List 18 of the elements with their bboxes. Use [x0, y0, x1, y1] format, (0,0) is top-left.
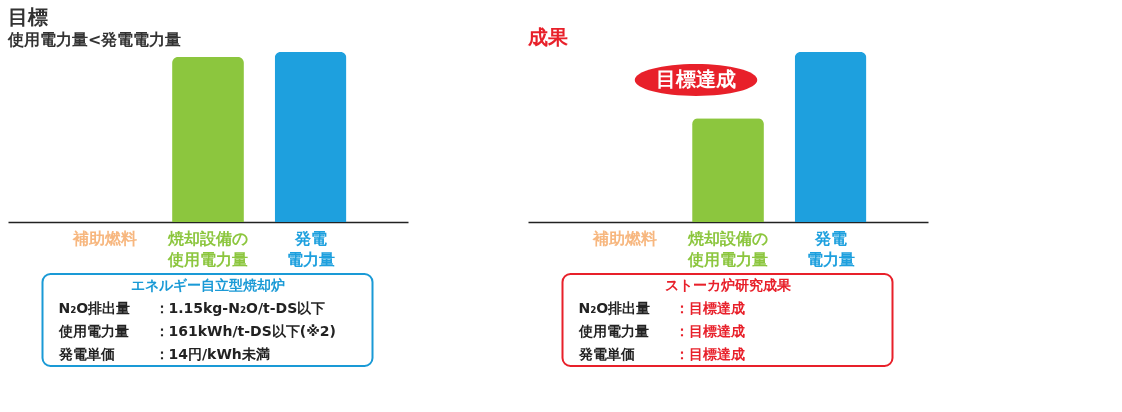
x-tick-label: 焼却設備の使用電力量 [687, 228, 768, 269]
text: ストーカ炉研究成果 [664, 276, 792, 293]
text: 使用電力量：161kWh/t-DS以下(※2) [58, 322, 336, 339]
chart-title: 目標 [8, 5, 48, 29]
text: N₂O排出量：目標達成 [578, 299, 745, 316]
text: 使用電力量：目標達成 [578, 322, 745, 339]
x-tick-label: 補助燃料 [72, 228, 138, 248]
text: 発電単価 ：目標達成 [578, 345, 745, 362]
chart-subtitle: 使用電力量<発電電力量 [7, 30, 182, 49]
x-tick-label: 焼却設備の使用電力量 [167, 228, 248, 269]
text: 発電単価 ：14円/kWh未満 [58, 345, 270, 362]
chart-title: 成果 [527, 25, 569, 49]
annotation: 目標達成 [656, 67, 736, 91]
text: N₂O排出量：1.15kg-N₂O/t-DS以下 [58, 299, 326, 316]
text: エネルギー自立型焼却炉 [130, 276, 285, 293]
x-tick-label: 補助燃料 [592, 228, 658, 248]
x-tick-label: 発電電力量 [286, 228, 335, 269]
x-tick-label: 発電電力量 [806, 228, 855, 269]
